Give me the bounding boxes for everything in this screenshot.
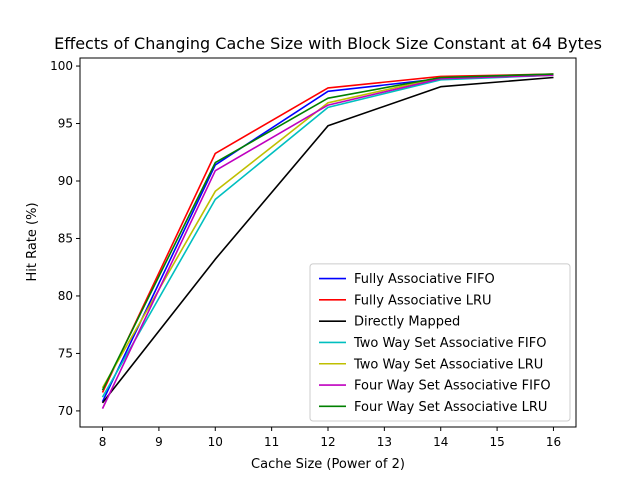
x-tick-label: 16 — [546, 435, 561, 449]
y-tick-label: 95 — [58, 117, 73, 131]
series-line-2 — [101, 76, 554, 404]
x-axis-label: Cache Size (Power of 2) — [251, 457, 405, 472]
x-tick-label: 10 — [208, 435, 223, 449]
x-tick-label: 11 — [264, 435, 279, 449]
legend-label: Four Way Set Associative FIFO — [354, 379, 551, 394]
x-tick-label: 12 — [320, 435, 335, 449]
x-tick-label: 14 — [433, 435, 448, 449]
y-tick-label: 90 — [58, 174, 73, 188]
y-tick-label: 70 — [58, 404, 73, 418]
y-tick-label: 75 — [58, 346, 73, 360]
legend: Fully Associative FIFO Fully Associative … — [309, 263, 571, 422]
series-line-6 — [101, 73, 554, 391]
series-line-5 — [101, 74, 554, 409]
x-tick-label: 15 — [489, 435, 504, 449]
y-tick-label: 100 — [50, 59, 73, 73]
x-axis: 8 9 10 11 12 13 14 15 16 — [99, 427, 561, 449]
x-tick-label: 9 — [155, 435, 163, 449]
chart-title: Effects of Changing Cache Size with Bloc… — [54, 34, 602, 53]
legend-label: Fully Associative LRU — [354, 293, 492, 308]
y-tick-label: 85 — [58, 231, 73, 245]
y-tick-label: 80 — [58, 289, 73, 303]
plot-area — [101, 73, 554, 409]
legend-label: Fully Associative FIFO — [354, 272, 495, 287]
legend-label: Four Way Set Associative LRU — [354, 400, 547, 415]
x-tick-label: 13 — [377, 435, 392, 449]
legend-label: Directly Mapped — [354, 315, 460, 330]
y-axis-label: Hit Rate (%) — [25, 202, 40, 281]
legend-label: Two Way Set Associative LRU — [353, 357, 543, 372]
legend-box — [309, 263, 571, 422]
y-axis: 70 75 80 85 90 95 100 — [50, 59, 80, 418]
x-tick-label: 8 — [99, 435, 107, 449]
legend-label: Two Way Set Associative FIFO — [353, 336, 546, 351]
